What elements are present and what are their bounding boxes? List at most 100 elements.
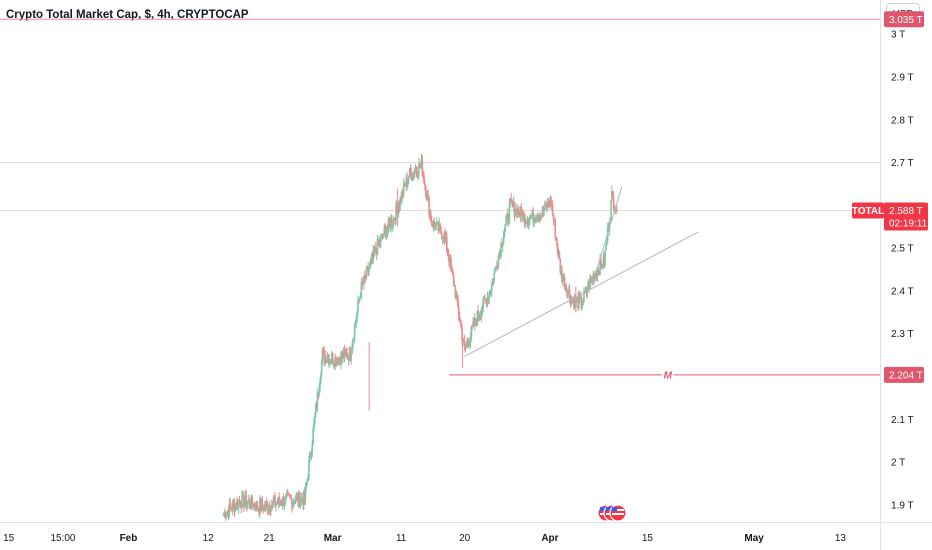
candle-body <box>326 357 329 360</box>
candle-body <box>257 507 259 509</box>
marker-background <box>661 368 674 381</box>
candle-body <box>269 505 271 511</box>
candle-body <box>546 201 549 209</box>
candle-body <box>522 213 524 221</box>
candle-body <box>314 406 317 417</box>
candle-body <box>543 209 545 212</box>
candle-body <box>447 254 450 260</box>
candle-body <box>281 505 283 507</box>
candle-body <box>313 422 315 430</box>
candle-body <box>499 252 501 256</box>
candle-body <box>549 197 551 207</box>
candle-body <box>446 236 448 252</box>
candle-body <box>408 168 411 177</box>
candle-body <box>519 207 522 217</box>
candle-body <box>352 340 354 348</box>
candle-body <box>530 216 533 218</box>
candle-body <box>287 493 290 495</box>
candle-body <box>316 392 319 410</box>
candle-body <box>393 217 396 219</box>
candle-body <box>592 273 595 280</box>
candle-body <box>597 269 600 273</box>
candle-body <box>330 353 333 362</box>
candle-body <box>598 272 600 276</box>
candle-body <box>347 356 350 361</box>
candle-body <box>479 315 482 317</box>
candle-body <box>379 240 381 243</box>
candle-body <box>448 259 451 267</box>
candle-body <box>463 340 466 348</box>
candle-body <box>390 219 392 230</box>
candle-body <box>314 416 316 423</box>
candle-body <box>476 310 479 326</box>
candle-body <box>462 340 465 342</box>
candle-body <box>545 204 548 209</box>
candle-body <box>505 216 507 225</box>
candle-body <box>407 180 409 185</box>
candle-body <box>264 501 267 508</box>
candle-body <box>301 497 303 500</box>
price-tick-label: 2.5 T <box>891 244 914 255</box>
candle-body <box>291 499 293 507</box>
candle-body <box>455 294 457 298</box>
candle-body <box>288 494 291 497</box>
candle-body <box>560 270 562 273</box>
candle-body <box>370 255 373 260</box>
candle-body <box>303 491 305 505</box>
candle-body <box>589 277 591 290</box>
time-tick-label: 20 <box>459 533 471 544</box>
candle-body <box>261 501 264 508</box>
candle-body <box>456 294 458 296</box>
candle-body <box>323 350 325 362</box>
candle-body <box>526 220 529 224</box>
candle-body <box>424 183 426 186</box>
candle-body <box>565 286 567 290</box>
candle-body <box>407 176 410 181</box>
candle-body <box>595 274 597 276</box>
candle-body <box>252 504 254 509</box>
candle-body <box>404 185 407 187</box>
candle-body <box>429 212 431 216</box>
candle-body <box>515 208 518 213</box>
candle-body <box>432 220 435 228</box>
candle-body <box>520 207 523 214</box>
candle-body <box>429 212 432 221</box>
candle-body <box>396 204 398 209</box>
candle-body <box>352 339 355 341</box>
time-tick-label: 15:00 <box>50 533 75 544</box>
candle-body <box>369 263 371 269</box>
candle-body <box>229 503 231 508</box>
candle-body <box>490 283 493 292</box>
candle-body <box>595 274 598 278</box>
candle-body <box>556 237 558 245</box>
candle-body <box>416 171 419 176</box>
candle-body <box>584 287 587 293</box>
candle-body <box>591 276 594 280</box>
candle-body <box>275 503 277 506</box>
candle-body <box>589 277 592 280</box>
candle-body <box>514 212 517 217</box>
candle-body <box>262 507 265 511</box>
candle-body <box>508 203 511 220</box>
candle-body <box>539 216 541 221</box>
candle-body <box>528 217 531 221</box>
candle-body <box>580 296 583 308</box>
candle-body <box>550 204 553 206</box>
candle-body <box>325 359 328 363</box>
candle-body <box>534 218 536 222</box>
candle-body <box>395 204 397 221</box>
candle-body <box>602 255 605 268</box>
candle-body <box>264 504 266 508</box>
candle-body <box>253 503 255 509</box>
candle-body <box>523 213 525 215</box>
candle-body <box>588 282 590 290</box>
candle-body <box>222 513 225 516</box>
candle-body <box>321 350 324 362</box>
candle-body <box>413 171 416 175</box>
candle-body <box>377 239 380 244</box>
candle-body <box>358 300 360 302</box>
candle-body <box>537 217 540 221</box>
candle-body <box>581 304 584 308</box>
candle-body <box>385 231 388 238</box>
